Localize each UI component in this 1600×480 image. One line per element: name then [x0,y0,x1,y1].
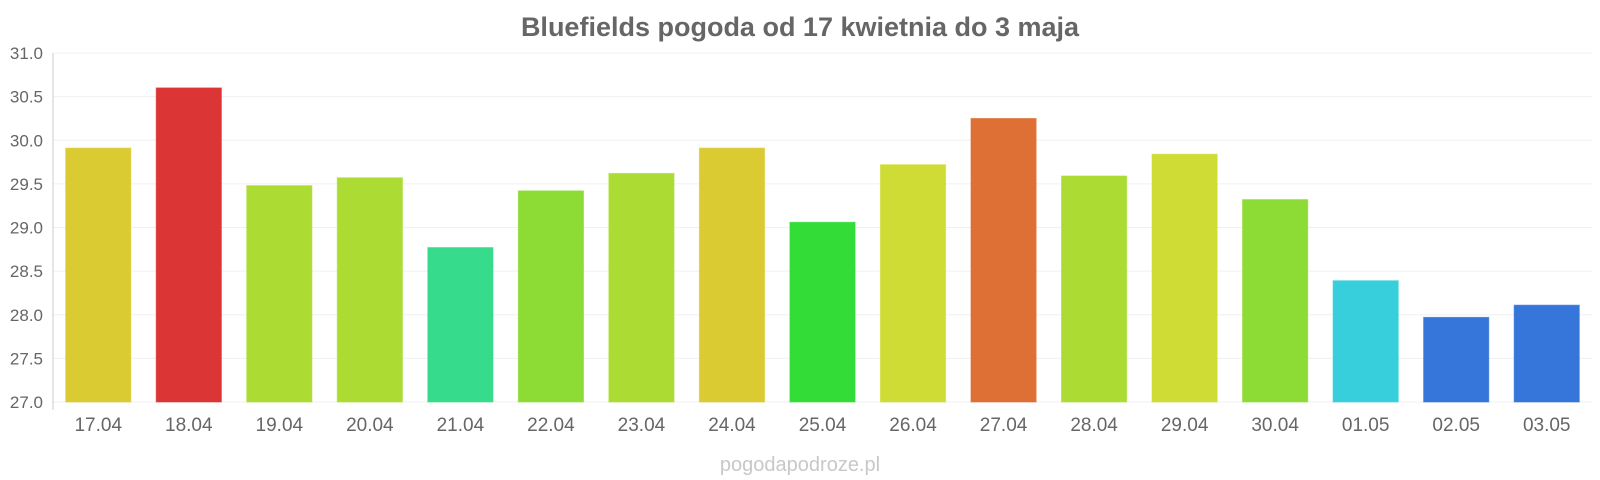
x-tick-label: 24.04 [708,415,756,436]
y-tick-label: 27.0 [10,393,43,412]
x-tick-label: 30.04 [1251,415,1299,436]
x-tick-label: 25.04 [799,415,847,436]
bar-02.05 [1423,316,1490,403]
y-tick-label: 27.5 [10,349,43,368]
x-tick-label: 17.04 [74,415,122,436]
bar-18.04 [155,87,222,403]
y-axis-ticks: 27.0 27.5 28.0 28.5 29.0 29.5 30.0 30.5 31.0 [10,44,43,412]
bar-24.04 [698,147,766,403]
x-tick-label: 28.04 [1070,415,1118,436]
bar-17.04 [65,147,132,403]
x-tick-label: 20.04 [346,415,394,436]
x-tick-label: 29.04 [1161,415,1209,436]
x-tick-label: 27.04 [980,415,1028,436]
bar-21.04 [427,247,494,403]
x-tick-label: 21.04 [437,415,485,436]
y-tick-label: 29.5 [10,175,43,194]
bar-01.05 [1332,280,1399,403]
bar-25.04 [789,221,856,403]
bar-20.04 [336,177,403,403]
bar-22.04 [517,190,585,403]
y-tick-label: 30.5 [10,88,43,107]
bars [65,87,1580,403]
chart-title: Bluefields pogoda od 17 kwietnia do 3 ma… [521,12,1080,42]
y-tick-label: 30.0 [10,131,43,150]
x-tick-label: 23.04 [618,415,666,436]
bar-19.04 [246,185,313,403]
x-tick-label: 02.05 [1432,415,1480,436]
bar-27.04 [970,117,1037,403]
x-tick-label: 18.04 [165,415,213,436]
bar-26.04 [879,164,947,403]
bar-28.04 [1060,175,1128,403]
x-tick-label: 19.04 [256,415,304,436]
bar-29.04 [1151,153,1218,403]
y-tick-label: 28.5 [10,262,43,281]
bar-23.04 [608,172,675,403]
x-tick-label: 26.04 [889,415,937,436]
y-tick-label: 28.0 [10,306,43,325]
x-tick-label: 22.04 [527,415,575,436]
watermark: pogodapodroze.pl [720,454,880,476]
y-tick-label: 29.0 [10,219,43,238]
x-tick-label: 01.05 [1342,415,1390,436]
x-tick-label: 03.05 [1523,415,1571,436]
bar-30.04 [1242,199,1309,403]
y-tick-label: 31.0 [10,44,43,63]
bar-03.05 [1513,304,1580,403]
x-axis-ticks: 17.04 18.04 19.04 20.04 21.04 22.04 23.04 24.04… [74,415,1570,436]
